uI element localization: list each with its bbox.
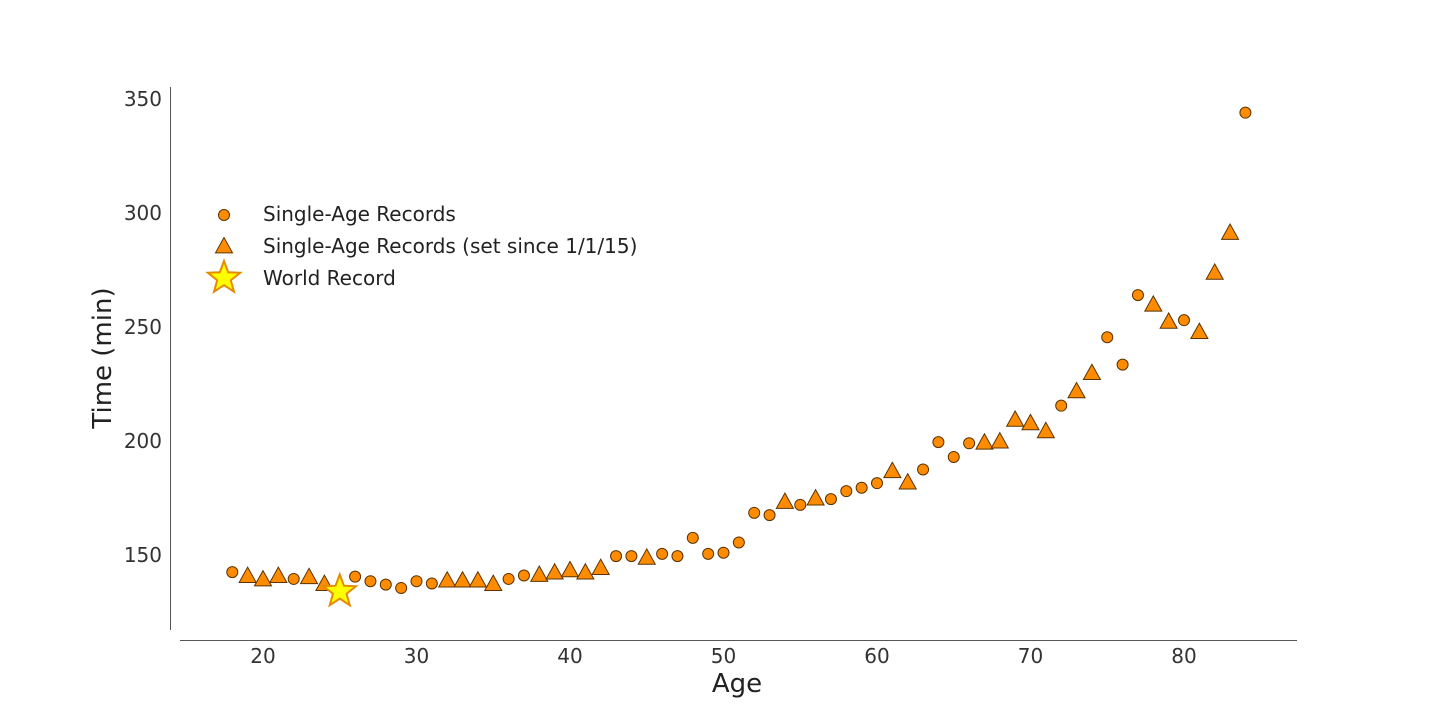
- data-point-triangle: [437, 570, 457, 588]
- data-point-circle: [748, 506, 761, 519]
- data-point-triangle: [468, 570, 488, 588]
- data-point-circle: [502, 572, 515, 585]
- data-point-circle: [871, 477, 883, 490]
- legend-label: World Record: [263, 266, 396, 290]
- data-point-circle: [824, 493, 837, 506]
- data-point-circle: [686, 531, 699, 544]
- x-tick-label: 60: [864, 644, 889, 668]
- data-point-circle: [763, 509, 776, 522]
- data-point-circle: [349, 570, 362, 583]
- data-point-circle: [287, 572, 300, 585]
- x-tick-label: 20: [250, 644, 275, 668]
- data-point-circle: [840, 485, 853, 498]
- y-tick-label: 350: [124, 87, 162, 111]
- data-point-circle: [794, 498, 807, 511]
- data-point-circle: [364, 575, 377, 588]
- data-point-triangle: [576, 562, 595, 580]
- x-tick-label: 80: [1171, 644, 1196, 668]
- data-point-triangle: [1036, 421, 1056, 439]
- data-point-triangle: [1005, 409, 1025, 427]
- data-point-triangle: [1190, 322, 1209, 340]
- legend-label: Single-Age Records: [263, 202, 456, 226]
- data-point-triangle: [1082, 363, 1102, 381]
- data-point-circle: [1131, 289, 1144, 302]
- data-point-circle: [425, 577, 438, 590]
- data-point-circle: [1116, 358, 1129, 371]
- data-point-triangle: [898, 472, 918, 490]
- x-axis-title: Age: [712, 669, 762, 699]
- legend-label: Single-Age Records (set since 1/1/15): [263, 234, 637, 258]
- data-point-triangle: [560, 560, 580, 578]
- data-point-triangle: [775, 492, 795, 509]
- data-point-circle: [1239, 106, 1252, 119]
- x-tick-labels: 20 30 40 50 60 70 80: [250, 644, 1196, 668]
- y-axis-title: Time (min): [88, 287, 118, 429]
- x-tick-label: 70: [1018, 644, 1043, 668]
- data-point-circle: [1101, 331, 1114, 344]
- data-point-circle: [947, 450, 960, 463]
- legend-marker-star: [205, 258, 243, 295]
- data-point-triangle: [238, 566, 257, 583]
- data-point-circle: [917, 463, 930, 476]
- data-point-triangle: [269, 566, 288, 583]
- data-point-circle: [410, 575, 423, 588]
- y-tick-label: 300: [124, 201, 162, 225]
- data-point-triangle: [253, 569, 273, 587]
- legend-marker-triangle: [214, 236, 234, 254]
- axes: [170, 87, 1297, 641]
- data-point-triangle: [975, 432, 994, 450]
- data-point-triangle: [1159, 311, 1178, 329]
- data-point-circle: [517, 569, 530, 582]
- data-point-circle: [1178, 314, 1190, 327]
- data-point-circle: [855, 481, 868, 494]
- data-point-circle: [963, 437, 976, 450]
- data-point-circle: [625, 550, 638, 563]
- data-point-triangle: [529, 565, 549, 582]
- data-point-triangle: [1021, 413, 1040, 431]
- data-point-circle: [717, 546, 730, 559]
- data-points: [226, 106, 1252, 608]
- data-point-triangle: [453, 570, 472, 588]
- y-tick-label: 150: [124, 543, 162, 567]
- data-point-circle: [379, 578, 392, 591]
- x-tick-label: 40: [557, 644, 582, 668]
- data-point-star: [320, 571, 359, 608]
- data-point-circle: [671, 550, 684, 563]
- data-point-circle: [732, 536, 745, 549]
- data-point-circle: [226, 566, 239, 579]
- data-point-triangle: [591, 558, 611, 575]
- data-point-triangle: [545, 562, 564, 580]
- data-point-circle: [395, 582, 408, 595]
- data-point-triangle: [1143, 294, 1163, 312]
- y-tick-labels: 150 200 250 300 350: [124, 87, 162, 567]
- data-point-circle: [702, 547, 715, 560]
- data-point-triangle: [637, 547, 657, 565]
- data-point-circle: [932, 436, 945, 449]
- y-tick-label: 250: [124, 315, 162, 339]
- data-point-circle: [656, 547, 669, 560]
- data-point-triangle: [883, 461, 902, 479]
- x-tick-label: 30: [404, 644, 429, 668]
- data-point-circle: [610, 550, 623, 563]
- data-point-triangle: [1067, 381, 1086, 399]
- x-tick-label: 50: [711, 644, 736, 668]
- data-point-triangle: [299, 567, 319, 585]
- y-tick-label: 200: [124, 429, 162, 453]
- legend-marker-circle: [218, 209, 230, 221]
- legend: Single-Age Records Single-Age Records (se…: [205, 202, 637, 295]
- data-point-triangle: [483, 574, 503, 591]
- data-point-circle: [1055, 399, 1068, 412]
- data-point-triangle: [1220, 223, 1240, 240]
- data-point-triangle: [990, 431, 1010, 449]
- data-point-triangle: [1205, 262, 1225, 280]
- data-point-triangle: [806, 488, 825, 506]
